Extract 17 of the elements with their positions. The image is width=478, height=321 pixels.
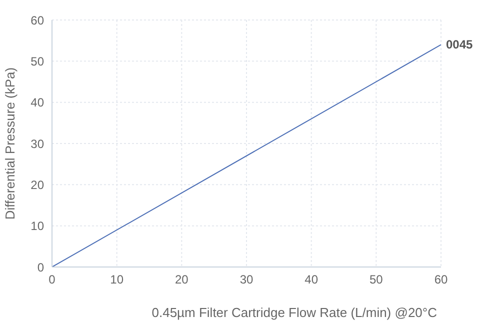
x-tick-label: 10 [110, 272, 124, 287]
y-axis-title: Differential Pressure (kPa) [2, 67, 18, 220]
series-label: 0045 [446, 38, 474, 52]
y-tick-label: 0 [37, 260, 44, 274]
y-tick-label: 50 [30, 54, 44, 68]
x-tick-label: 20 [174, 272, 189, 287]
x-axis-title: 0.45µm Filter Cartridge Flow Rate (L/min) @20°C [152, 305, 437, 320]
x-tick-label: 30 [240, 272, 254, 287]
x-tick-label: 0 [48, 272, 56, 287]
y-tick-label: 60 [30, 13, 44, 28]
x-tick-label: 60 [434, 272, 448, 287]
y-tick-label: 10 [30, 219, 44, 234]
y-tick-label: 20 [30, 178, 44, 192]
y-tick-label: 40 [30, 96, 44, 110]
x-tick-label: 50 [369, 272, 384, 287]
y-tick-label: 30 [30, 136, 44, 151]
x-tick-label: 40 [304, 272, 318, 287]
